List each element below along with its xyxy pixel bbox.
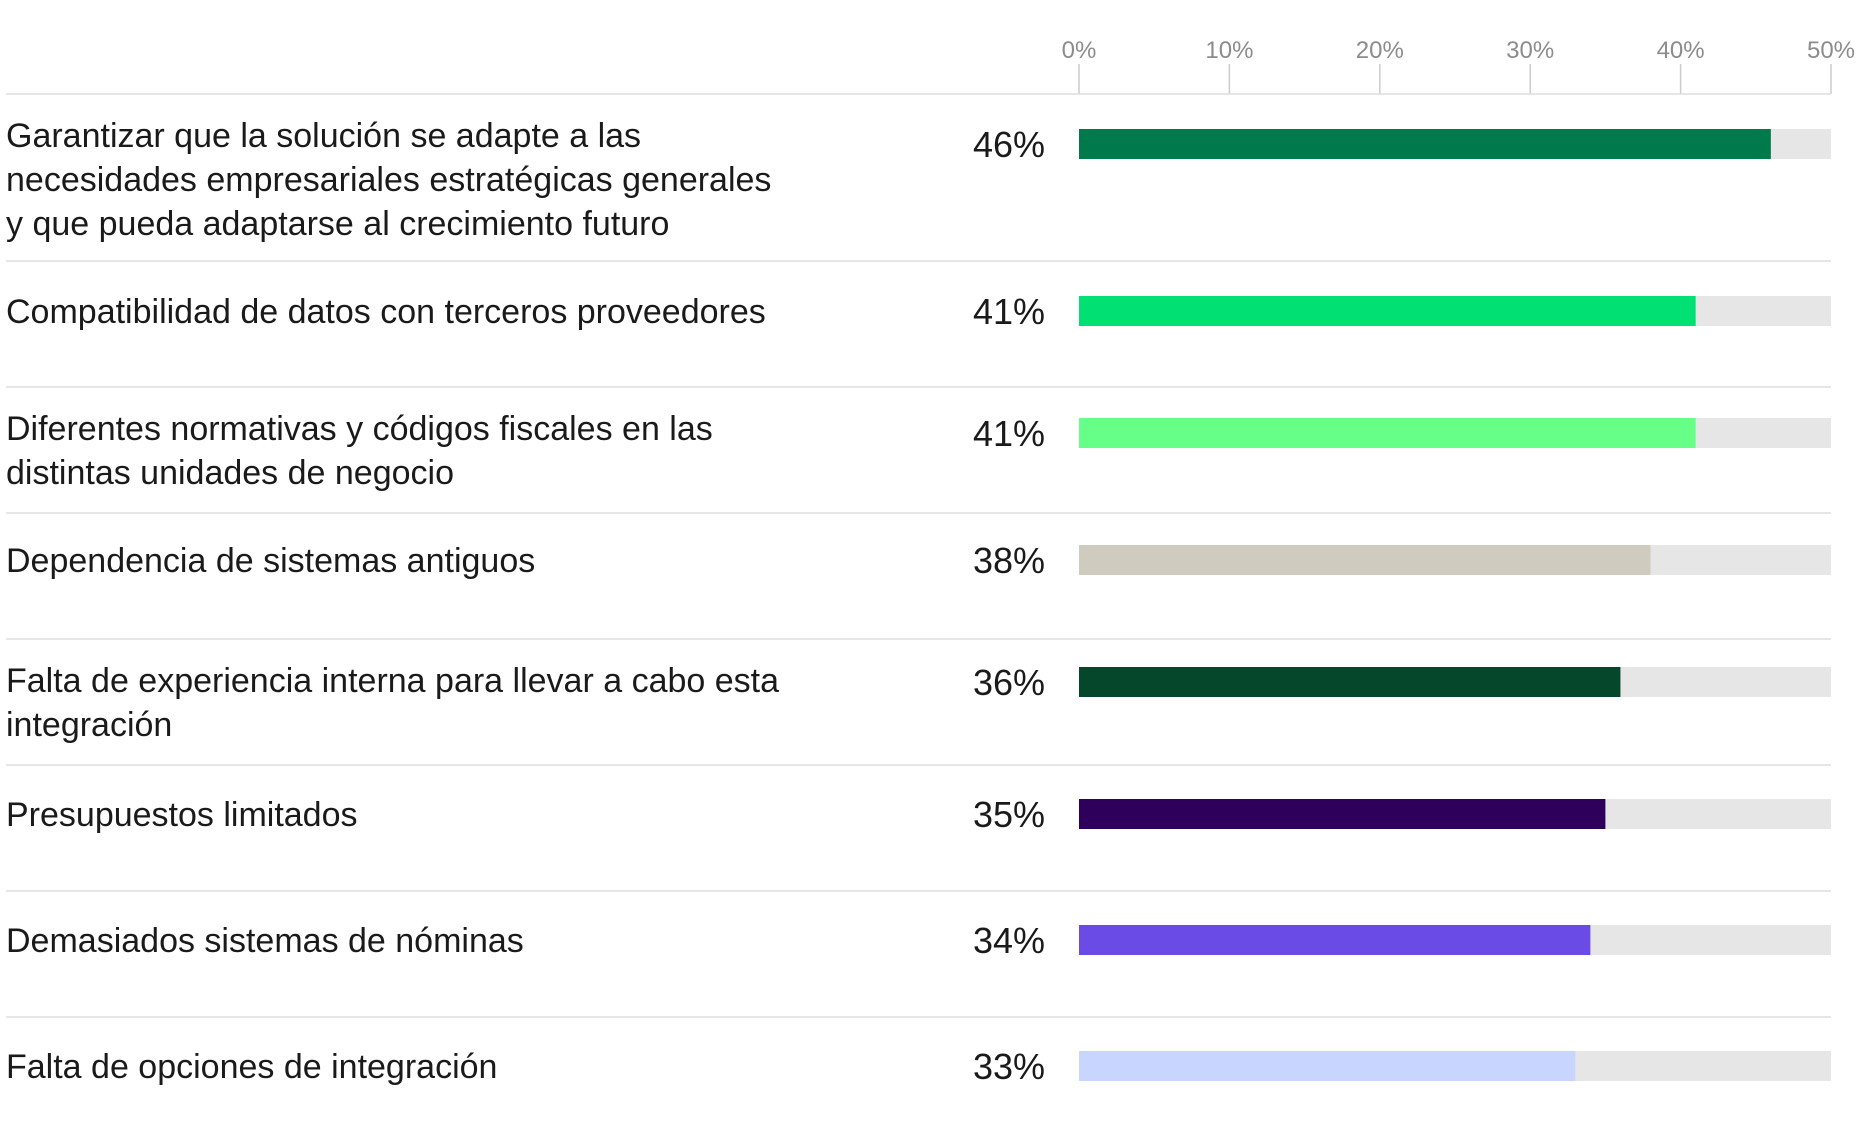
bar-row: 46% Garantizar que la solución se adapte … (6, 117, 1831, 262)
bar (1079, 545, 1651, 575)
bar-row: 34% Demasiados sistemas de nóminas (6, 920, 1831, 1018)
bar-row: 38% Dependencia de sistemas antiguos (6, 540, 1831, 640)
data-label: 46% (973, 124, 1045, 165)
category-label: Compatibilidad de datos con terceros pro… (6, 293, 766, 331)
bar-row: 41% Compatibilidad de datos con terceros … (6, 291, 1831, 388)
bar-row: 41% Diferentes normativas y códigos fisca… (6, 410, 1831, 514)
data-label: 41% (973, 413, 1045, 454)
data-label: 33% (973, 1046, 1045, 1087)
bar (1079, 925, 1591, 955)
category-label: distintas unidades de negocio (6, 454, 454, 492)
category-label: y que pueda adaptarse al crecimiento fut… (6, 205, 669, 243)
data-label: 41% (973, 291, 1045, 332)
category-label: Presupuestos limitados (6, 796, 358, 834)
bar (1079, 418, 1696, 448)
x-tick-label: 30% (1506, 37, 1554, 64)
data-label: 34% (973, 920, 1045, 961)
data-label: 38% (973, 540, 1045, 581)
category-label: Garantizar que la solución se adapte a l… (6, 117, 641, 155)
x-tick-label: 20% (1356, 37, 1404, 64)
data-label: 36% (973, 662, 1045, 703)
category-label: integración (6, 706, 172, 744)
category-label: necesidades empresariales estratégicas g… (6, 161, 771, 199)
category-label: Falta de experiencia interna para llevar… (6, 662, 779, 700)
x-tick-label: 10% (1205, 37, 1253, 64)
bar (1079, 799, 1606, 829)
bar (1079, 129, 1771, 159)
bar (1079, 1051, 1576, 1081)
chart-rows: 46% Garantizar que la solución se adapte … (6, 117, 1831, 1087)
bar-row: 35% Presupuestos limitados (6, 794, 1831, 892)
x-axis: 0% 10% 20% 30% 40% 50% (6, 37, 1855, 95)
category-label: Demasiados sistemas de nóminas (6, 922, 524, 960)
x-tick-label: 0% (1062, 37, 1097, 64)
x-tick-label: 40% (1657, 37, 1705, 64)
bar (1079, 667, 1621, 697)
category-label: Diferentes normativas y códigos fiscales… (6, 410, 713, 448)
bar-row: 33% Falta de opciones de integración (6, 1046, 1831, 1087)
category-label: Falta de opciones de integración (6, 1048, 497, 1086)
x-tick-label: 50% (1807, 37, 1855, 64)
bar (1079, 296, 1696, 326)
data-label: 35% (973, 794, 1045, 835)
bar-row: 36% Falta de experiencia interna para lle… (6, 662, 1831, 766)
category-label: Dependencia de sistemas antiguos (6, 542, 535, 580)
